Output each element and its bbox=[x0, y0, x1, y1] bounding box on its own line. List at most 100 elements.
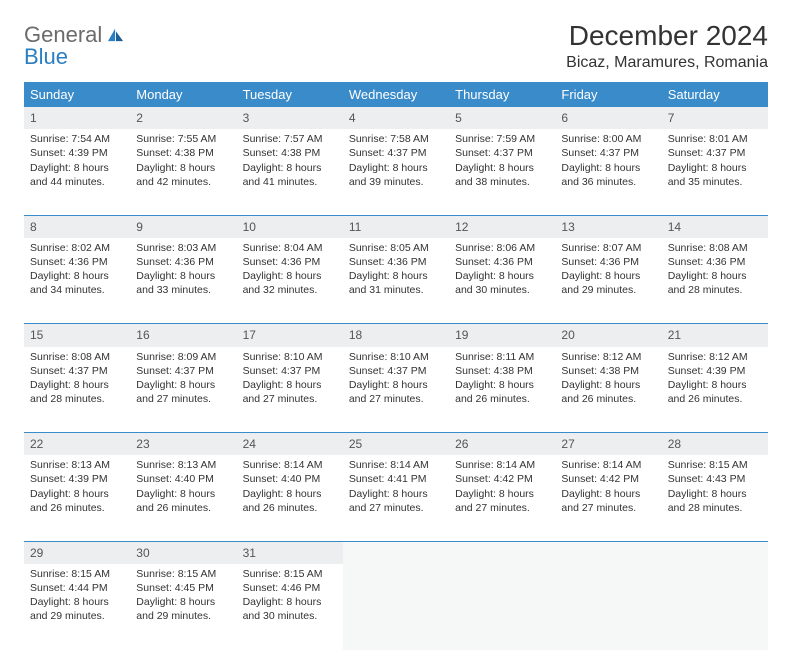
daylight-text-2: and 26 minutes. bbox=[455, 392, 549, 406]
daylight-text-2: and 26 minutes. bbox=[668, 392, 762, 406]
sunrise-text: Sunrise: 7:57 AM bbox=[243, 132, 337, 146]
sunset-text: Sunset: 4:38 PM bbox=[136, 146, 230, 160]
day-header: Wednesday bbox=[343, 82, 449, 107]
day-content-cell: Sunrise: 8:03 AMSunset: 4:36 PMDaylight:… bbox=[130, 238, 236, 324]
sunrise-text: Sunrise: 8:03 AM bbox=[136, 241, 230, 255]
day-number-cell: 11 bbox=[343, 215, 449, 238]
daylight-text-1: Daylight: 8 hours bbox=[455, 161, 549, 175]
daylight-text-1: Daylight: 8 hours bbox=[455, 378, 549, 392]
day-number-cell: 25 bbox=[343, 433, 449, 456]
daylight-text-1: Daylight: 8 hours bbox=[455, 487, 549, 501]
day-number-cell: 3 bbox=[237, 107, 343, 129]
daylight-text-1: Daylight: 8 hours bbox=[30, 378, 124, 392]
daylight-text-1: Daylight: 8 hours bbox=[243, 269, 337, 283]
sunset-text: Sunset: 4:36 PM bbox=[455, 255, 549, 269]
day-number-row: 22232425262728 bbox=[24, 433, 768, 456]
sunrise-text: Sunrise: 7:54 AM bbox=[30, 132, 124, 146]
day-content-cell: Sunrise: 8:10 AMSunset: 4:37 PMDaylight:… bbox=[343, 347, 449, 433]
day-content-cell bbox=[343, 564, 449, 650]
day-number-cell: 18 bbox=[343, 324, 449, 347]
sunset-text: Sunset: 4:36 PM bbox=[561, 255, 655, 269]
header: GeneralBlue December 2024 Bicaz, Maramur… bbox=[24, 20, 768, 72]
daylight-text-1: Daylight: 8 hours bbox=[243, 378, 337, 392]
day-number-cell: 12 bbox=[449, 215, 555, 238]
daylight-text-1: Daylight: 8 hours bbox=[349, 269, 443, 283]
daylight-text-1: Daylight: 8 hours bbox=[561, 161, 655, 175]
daylight-text-1: Daylight: 8 hours bbox=[30, 595, 124, 609]
sunrise-text: Sunrise: 8:04 AM bbox=[243, 241, 337, 255]
sunset-text: Sunset: 4:41 PM bbox=[349, 472, 443, 486]
sunrise-text: Sunrise: 8:15 AM bbox=[30, 567, 124, 581]
daylight-text-1: Daylight: 8 hours bbox=[136, 487, 230, 501]
day-content-cell: Sunrise: 8:08 AMSunset: 4:36 PMDaylight:… bbox=[662, 238, 768, 324]
day-number-cell: 23 bbox=[130, 433, 236, 456]
day-content-cell: Sunrise: 8:09 AMSunset: 4:37 PMDaylight:… bbox=[130, 347, 236, 433]
location: Bicaz, Maramures, Romania bbox=[566, 54, 768, 72]
daylight-text-1: Daylight: 8 hours bbox=[561, 269, 655, 283]
daylight-text-1: Daylight: 8 hours bbox=[349, 487, 443, 501]
day-number-cell: 27 bbox=[555, 433, 661, 456]
title-block: December 2024 Bicaz, Maramures, Romania bbox=[566, 20, 768, 72]
sunset-text: Sunset: 4:36 PM bbox=[668, 255, 762, 269]
day-content-cell: Sunrise: 7:58 AMSunset: 4:37 PMDaylight:… bbox=[343, 129, 449, 215]
day-content-row: Sunrise: 8:15 AMSunset: 4:44 PMDaylight:… bbox=[24, 564, 768, 650]
day-header: Saturday bbox=[662, 82, 768, 107]
sunset-text: Sunset: 4:36 PM bbox=[349, 255, 443, 269]
sunrise-text: Sunrise: 8:12 AM bbox=[668, 350, 762, 364]
sunset-text: Sunset: 4:39 PM bbox=[30, 472, 124, 486]
daylight-text-1: Daylight: 8 hours bbox=[243, 595, 337, 609]
daylight-text-1: Daylight: 8 hours bbox=[668, 269, 762, 283]
daylight-text-1: Daylight: 8 hours bbox=[243, 487, 337, 501]
day-number-row: 891011121314 bbox=[24, 215, 768, 238]
daylight-text-2: and 32 minutes. bbox=[243, 283, 337, 297]
day-number-cell bbox=[662, 541, 768, 564]
day-header: Thursday bbox=[449, 82, 555, 107]
sunset-text: Sunset: 4:39 PM bbox=[30, 146, 124, 160]
day-number-cell bbox=[555, 541, 661, 564]
day-number-row: 15161718192021 bbox=[24, 324, 768, 347]
day-content-row: Sunrise: 8:08 AMSunset: 4:37 PMDaylight:… bbox=[24, 347, 768, 433]
sunset-text: Sunset: 4:38 PM bbox=[243, 146, 337, 160]
sunrise-text: Sunrise: 8:00 AM bbox=[561, 132, 655, 146]
sunset-text: Sunset: 4:43 PM bbox=[668, 472, 762, 486]
day-content-cell: Sunrise: 8:05 AMSunset: 4:36 PMDaylight:… bbox=[343, 238, 449, 324]
daylight-text-2: and 26 minutes. bbox=[136, 501, 230, 515]
day-content-cell: Sunrise: 8:08 AMSunset: 4:37 PMDaylight:… bbox=[24, 347, 130, 433]
daylight-text-2: and 33 minutes. bbox=[136, 283, 230, 297]
sunrise-text: Sunrise: 8:10 AM bbox=[243, 350, 337, 364]
day-content-cell: Sunrise: 7:55 AMSunset: 4:38 PMDaylight:… bbox=[130, 129, 236, 215]
sunset-text: Sunset: 4:37 PM bbox=[243, 364, 337, 378]
sunrise-text: Sunrise: 8:10 AM bbox=[349, 350, 443, 364]
sunrise-text: Sunrise: 7:59 AM bbox=[455, 132, 549, 146]
sunrise-text: Sunrise: 8:15 AM bbox=[668, 458, 762, 472]
day-number-cell: 1 bbox=[24, 107, 130, 129]
sunrise-text: Sunrise: 8:14 AM bbox=[455, 458, 549, 472]
daylight-text-2: and 31 minutes. bbox=[349, 283, 443, 297]
day-content-cell: Sunrise: 8:14 AMSunset: 4:42 PMDaylight:… bbox=[449, 455, 555, 541]
sunrise-text: Sunrise: 8:13 AM bbox=[30, 458, 124, 472]
daylight-text-1: Daylight: 8 hours bbox=[30, 269, 124, 283]
day-content-cell: Sunrise: 8:14 AMSunset: 4:41 PMDaylight:… bbox=[343, 455, 449, 541]
sunset-text: Sunset: 4:37 PM bbox=[455, 146, 549, 160]
day-number-cell: 22 bbox=[24, 433, 130, 456]
daylight-text-1: Daylight: 8 hours bbox=[136, 378, 230, 392]
day-number-cell: 21 bbox=[662, 324, 768, 347]
daylight-text-2: and 27 minutes. bbox=[243, 392, 337, 406]
day-number-cell: 16 bbox=[130, 324, 236, 347]
sunset-text: Sunset: 4:40 PM bbox=[136, 472, 230, 486]
daylight-text-1: Daylight: 8 hours bbox=[349, 378, 443, 392]
daylight-text-2: and 42 minutes. bbox=[136, 175, 230, 189]
daylight-text-1: Daylight: 8 hours bbox=[136, 595, 230, 609]
month-title: December 2024 bbox=[566, 20, 768, 52]
sunset-text: Sunset: 4:37 PM bbox=[136, 364, 230, 378]
sunrise-text: Sunrise: 8:07 AM bbox=[561, 241, 655, 255]
day-number-cell: 7 bbox=[662, 107, 768, 129]
day-content-cell: Sunrise: 8:13 AMSunset: 4:40 PMDaylight:… bbox=[130, 455, 236, 541]
daylight-text-1: Daylight: 8 hours bbox=[668, 161, 762, 175]
day-content-cell: Sunrise: 8:15 AMSunset: 4:44 PMDaylight:… bbox=[24, 564, 130, 650]
daylight-text-2: and 29 minutes. bbox=[561, 283, 655, 297]
daylight-text-2: and 27 minutes. bbox=[455, 501, 549, 515]
sunrise-text: Sunrise: 8:05 AM bbox=[349, 241, 443, 255]
daylight-text-1: Daylight: 8 hours bbox=[136, 269, 230, 283]
sunrise-text: Sunrise: 8:14 AM bbox=[243, 458, 337, 472]
